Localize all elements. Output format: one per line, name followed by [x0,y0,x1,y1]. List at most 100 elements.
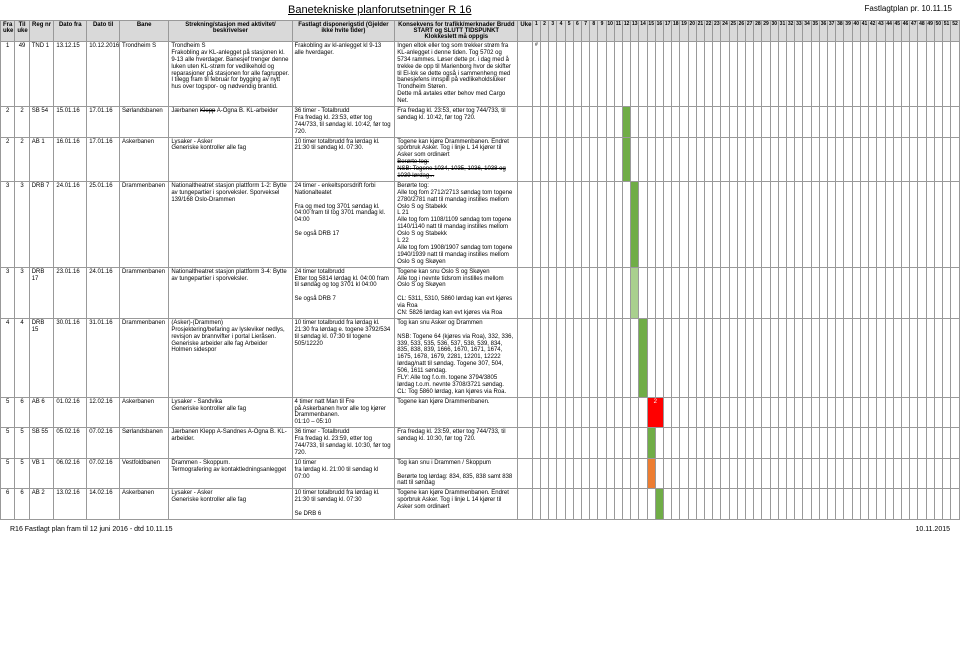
wk-cell [590,181,598,267]
wk-cell [795,107,803,138]
wk-cell [860,397,868,428]
cell-dfra: 06.02.16 [54,458,87,489]
footer-right: 10.11.2015 [915,526,950,533]
wk-cell [852,318,860,397]
week-1: 1 [532,21,540,42]
wk-cell [590,397,598,428]
week-30: 30 [770,21,778,42]
wk-cell [532,428,540,459]
cell-til: 5 [15,458,29,489]
wk-cell [614,267,622,318]
wk-cell [737,318,745,397]
wk-cell [623,428,631,459]
week-49: 49 [926,21,934,42]
week-10: 10 [606,21,614,42]
col-reg: Reg nr [29,21,54,42]
cell-fra: 3 [1,181,15,267]
wk-cell [721,318,729,397]
wk-cell [836,458,844,489]
cell-til: 3 [15,267,29,318]
wk-cell [623,458,631,489]
mark-cell [623,137,631,181]
wk-cell [590,107,598,138]
cell-bane: Drammenbanen [120,181,169,267]
wk-cell [787,397,795,428]
week-32: 32 [787,21,795,42]
wk-cell [598,107,606,138]
col-bane: Bane [120,21,169,42]
wk-cell [869,458,877,489]
wk-cell [672,267,680,318]
wk-cell [639,137,647,181]
cell-dfra: 23.01.16 [54,267,87,318]
cell-kons: Ingen eltok eller tog som trekker strøm … [395,42,518,107]
wk-cell [647,181,655,267]
wk-cell [746,267,754,318]
wk-cell [910,181,918,267]
wk-cell [934,458,942,489]
table-row: 22SB 5415.01.1617.01.16SørlandsbanenJærb… [1,107,960,138]
wk-cell [852,267,860,318]
table-row: 44DRB 1530.01.1631.01.16Drammenbanen(Ask… [1,318,960,397]
wk-cell [852,458,860,489]
wk-cell [581,397,589,428]
wk-cell [819,458,827,489]
wk-cell [639,397,647,428]
cell-strek: Jærbanen Klepp A-Ogna B. KL-arbeider [169,107,292,138]
cell-fast: 10 timer totalbrudd fra lørdag kl. 21:30… [292,489,395,520]
wk-cell [598,137,606,181]
wk-cell [852,428,860,459]
mark-cell [647,428,655,459]
wk-cell [901,181,909,267]
week-16: 16 [655,21,663,42]
cell-uke [518,181,532,267]
page-footer: R16 Fastlagt plan fram til 12 juni 2016 … [0,520,960,539]
wk-cell [836,181,844,267]
week-41: 41 [860,21,868,42]
wk-cell [672,397,680,428]
cell-strek: (Asker)-(Drammen)Prosjektering/befaring … [169,318,292,397]
week-14: 14 [639,21,647,42]
wk-cell [606,318,614,397]
wk-cell [639,428,647,459]
week-27: 27 [746,21,754,42]
wk-cell [713,397,721,428]
wk-cell [549,397,557,428]
week-42: 42 [869,21,877,42]
wk-cell [787,181,795,267]
wk-cell [705,137,713,181]
cell-bane: Trondheim S [120,42,169,107]
wk-cell [557,458,565,489]
cell-uke [518,318,532,397]
wk-cell [885,107,893,138]
wk-cell [934,318,942,397]
wk-cell [549,318,557,397]
wk-cell [852,489,860,520]
wk-cell [885,428,893,459]
wk-cell [885,137,893,181]
wk-cell [762,489,770,520]
wk-cell [639,181,647,267]
week-52: 52 [951,21,960,42]
wk-cell [713,137,721,181]
wk-cell [540,458,548,489]
wk-cell [893,489,901,520]
cell-dfra: 30.01.16 [54,318,87,397]
cell-reg: AB 1 [29,137,54,181]
wk-cell [901,397,909,428]
wk-cell [590,489,598,520]
wk-cell [910,489,918,520]
wk-cell [598,318,606,397]
wk-cell [737,428,745,459]
week-19: 19 [680,21,688,42]
wk-cell [664,397,672,428]
wk-cell [877,428,885,459]
wk-cell [688,397,696,428]
cell-bane: Drammenbanen [120,318,169,397]
col-fra-uke: Fra uke [1,21,15,42]
wk-cell [590,428,598,459]
header-right: Fastlagtplan pr. 10.11.15 [865,4,952,16]
week-51: 51 [942,21,950,42]
wk-cell [614,458,622,489]
table-row: 149TND 113.12.1510.12.2016Trondheim STro… [1,42,960,107]
